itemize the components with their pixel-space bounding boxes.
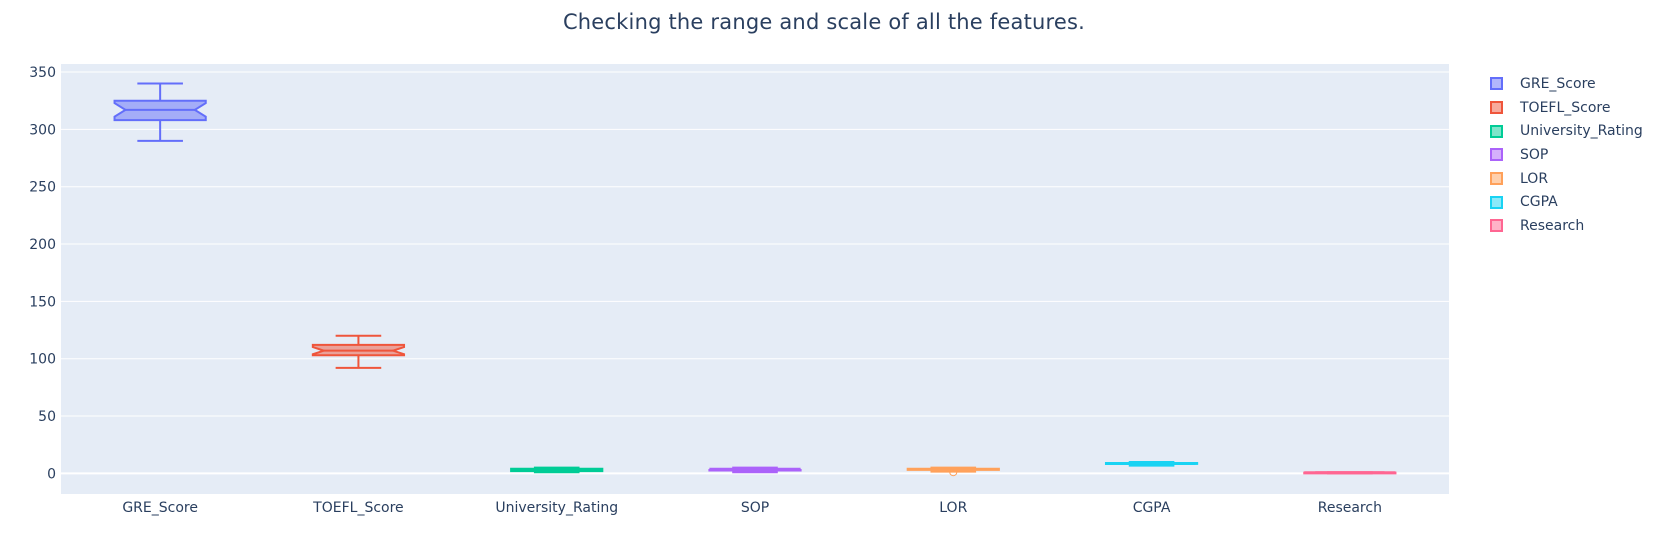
legend-swatch	[1490, 101, 1503, 115]
outlier-point	[949, 468, 958, 477]
y-tick-label: 100	[29, 352, 56, 368]
legend-label: TOEFL_Score	[1520, 99, 1611, 116]
x-tick-label: LOR	[939, 500, 967, 516]
legend-label: SOP	[1520, 146, 1549, 163]
x-tick-label: SOP	[741, 500, 769, 516]
box-research	[1303, 471, 1397, 475]
x-tick-label: Research	[1318, 500, 1382, 516]
legend-swatch	[1490, 77, 1503, 91]
legend-label: CGPA	[1520, 194, 1558, 211]
x-tick-label: CGPA	[1133, 500, 1171, 516]
y-tick-label: 350	[29, 65, 56, 81]
legend-label: Research	[1520, 217, 1585, 234]
legend-swatch	[1490, 148, 1503, 162]
box-lor	[906, 466, 1000, 477]
legend-item[interactable]: GRE_Score	[1490, 72, 1643, 96]
box-sop	[708, 466, 802, 474]
legend-item[interactable]: TOEFL_Score	[1490, 96, 1643, 120]
legend-item[interactable]: SOP	[1490, 143, 1643, 167]
legend-swatch	[1490, 195, 1503, 209]
x-tick-label: TOEFL_Score	[312, 500, 403, 516]
legend-label: LOR	[1520, 170, 1549, 187]
box-cgpa	[1104, 460, 1199, 467]
legend-item[interactable]: CGPA	[1490, 190, 1643, 214]
chart-title: Checking the range and scale of all the …	[562, 10, 1086, 34]
x-tick-label: University_Rating	[495, 500, 618, 516]
x-tick-label: GRE_Score	[122, 500, 198, 516]
box-toefl-score	[311, 334, 406, 369]
y-tick-label: 250	[29, 180, 56, 196]
plot-background	[61, 64, 1449, 494]
legend-label: University_Rating	[1520, 123, 1643, 140]
legend: GRE_Score TOEFL_Score University_Rating SOP…	[1490, 72, 1643, 238]
legend-label: GRE_Score	[1520, 75, 1596, 92]
y-tick-label: 300	[29, 122, 56, 138]
legend-swatch	[1490, 219, 1503, 233]
y-tick-label: 200	[29, 237, 56, 253]
legend-swatch	[1490, 124, 1503, 138]
y-tick-label: 0	[47, 466, 56, 482]
legend-item[interactable]: LOR	[1490, 167, 1643, 191]
legend-item[interactable]: University_Rating	[1490, 119, 1643, 143]
legend-item[interactable]: Research	[1490, 214, 1643, 238]
box-gre-score	[113, 82, 207, 142]
legend-swatch	[1490, 172, 1503, 186]
box-university-rating	[510, 466, 604, 474]
y-tick-label: 150	[29, 294, 56, 310]
y-tick-label: 50	[38, 409, 56, 425]
